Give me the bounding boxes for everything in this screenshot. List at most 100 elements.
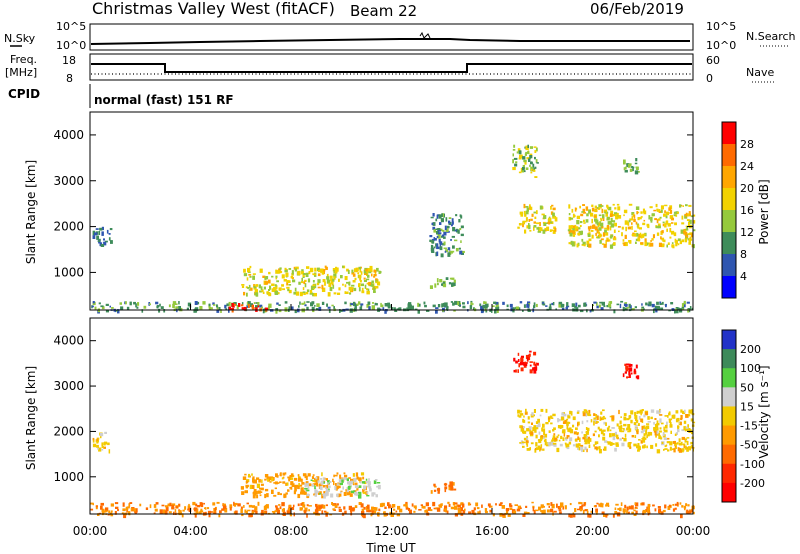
velocity-echo-cell: [194, 513, 197, 518]
power-echo-cell: [279, 267, 282, 270]
power-echo-cell: [621, 232, 623, 237]
velocity-echo-cell: [314, 485, 316, 489]
power-echo-cell: [526, 207, 529, 212]
power-echo-cell: [259, 290, 263, 293]
velocity-echo-cell: [686, 509, 689, 514]
velocity-echo-cell: [522, 445, 525, 448]
velocity-echo-cell: [196, 505, 201, 508]
velocity-echo-cell: [534, 448, 537, 453]
power-echo-cell: [346, 268, 349, 272]
power-echo-cell: [601, 301, 605, 306]
power-echo-cell: [587, 233, 591, 237]
velocity-echo-cell: [584, 509, 588, 512]
velocity-echo-cell: [434, 485, 437, 488]
velocity-echo-cell: [223, 505, 227, 509]
power-echo-cell: [257, 302, 260, 307]
velocity-echo-cell: [577, 508, 581, 511]
velocity-echo-cell: [356, 476, 359, 480]
velocity-echo-cell: [336, 503, 339, 506]
velocity-echo-cell: [396, 513, 401, 517]
velocity-colorbar-tick-label: 100: [740, 362, 761, 375]
power-echo-cell: [91, 305, 94, 308]
power-echo-cell: [687, 309, 689, 313]
power-echo-cell: [437, 234, 441, 239]
power-echo-cell: [172, 301, 177, 305]
power-echo-cell: [92, 301, 95, 304]
velocity-echo-cell: [308, 509, 310, 512]
power-echo-cell: [301, 271, 304, 275]
power-echo-cell: [431, 240, 435, 244]
velocity-echo-cell: [260, 487, 264, 491]
velocity-echo-cell: [362, 492, 366, 494]
power-echo-cell: [567, 229, 571, 232]
velocity-echo-cell: [244, 473, 247, 476]
velocity-echo-cell: [546, 503, 550, 506]
velocity-echo-cell: [522, 429, 525, 434]
velocity-echo-cell: [678, 449, 682, 453]
velocity-echo-cell: [604, 440, 608, 443]
velocity-echo-cell: [650, 409, 655, 413]
velocity-echo-cell: [204, 507, 206, 510]
power-echo-cell: [492, 305, 495, 307]
velocity-echo-cell: [282, 472, 286, 476]
velocity-echo-cell: [682, 443, 686, 446]
power-echo-cell: [576, 243, 579, 248]
velocity-echo-cell: [433, 507, 436, 510]
velocity-echo-cell: [240, 506, 243, 510]
velocity-colorbar-tick-label: -100: [740, 458, 765, 471]
velocity-echo-cell: [355, 482, 358, 487]
velocity-echo-cell: [645, 430, 647, 435]
power-echo-cell: [259, 268, 263, 273]
power-colorbar-swatch: [722, 210, 736, 233]
power-echo-cell: [351, 269, 354, 273]
power-echo-cell: [143, 305, 147, 309]
velocity-echo-cell: [274, 487, 277, 490]
power-echo-cell: [264, 276, 267, 280]
power-echo-cell: [617, 206, 621, 211]
velocity-echo-cell: [354, 505, 358, 508]
power-echo-cell: [279, 270, 281, 274]
velocity-echo-cell: [647, 511, 650, 516]
power-echo-cell: [631, 234, 635, 236]
velocity-echo-cell: [584, 438, 588, 443]
velocity-echo-cell: [654, 423, 659, 429]
velocity-echo-cell: [517, 369, 519, 373]
velocity-echo-cell: [566, 446, 570, 450]
velocity-echo-cell: [353, 490, 356, 494]
x-tick-label: 00:00: [676, 524, 711, 538]
velocity-echo-cell: [674, 503, 678, 506]
velocity-echo-cell: [264, 493, 267, 499]
velocity-echo-cell: [678, 448, 682, 450]
velocity-echo-cell: [509, 503, 512, 507]
velocity-echo-cell: [636, 445, 639, 449]
power-echo-cell: [194, 301, 198, 305]
power-echo-cell: [336, 267, 339, 272]
velocity-echo-cell: [646, 425, 650, 430]
power-echo-cell: [612, 203, 615, 206]
power-echo-cell: [288, 268, 292, 270]
power-echo-cell: [126, 306, 130, 310]
power-echo-cell: [313, 305, 316, 307]
power-echo-cell: [512, 159, 514, 164]
velocity-echo-cell: [677, 426, 680, 431]
velocity-y-tick-label: 2000: [53, 424, 84, 438]
power-echo-cell: [530, 206, 533, 211]
cpid-label: CPID: [8, 87, 40, 101]
velocity-echo-cell: [205, 507, 207, 510]
power-echo-cell: [639, 217, 642, 220]
velocity-echo-cell: [669, 446, 672, 451]
power-echo-cell: [277, 270, 280, 274]
velocity-echo-cell: [460, 507, 463, 512]
power-colorbar-frame: [721, 121, 737, 299]
velocity-echo-cell: [578, 443, 581, 447]
power-echo-cell: [635, 206, 640, 210]
power-echo-cell: [579, 221, 583, 224]
power-echo-cell: [199, 306, 203, 310]
power-echo-cell: [358, 274, 362, 279]
velocity-echo-cell: [90, 502, 94, 505]
velocity-echo-cell: [688, 510, 692, 514]
power-echo-cell: [95, 228, 99, 230]
power-echo-cell: [480, 309, 484, 314]
velocity-echo-cell: [529, 369, 533, 374]
velocity-echo-cell: [134, 510, 137, 515]
